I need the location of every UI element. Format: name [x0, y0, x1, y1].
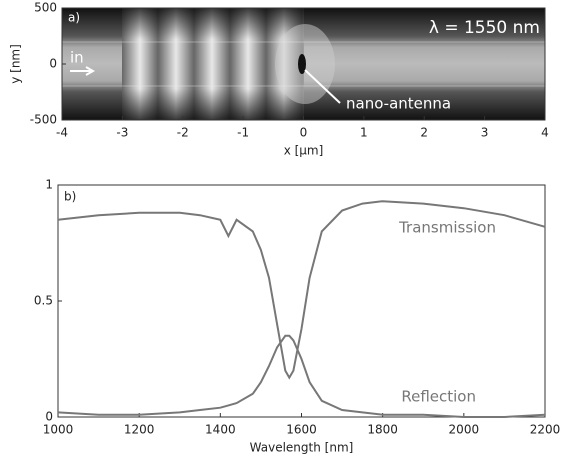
x-tick-label: 1600 — [286, 423, 317, 437]
annotation: in — [70, 49, 84, 67]
data-line — [57, 334, 546, 418]
x-tick-label: 1000 — [43, 423, 74, 437]
y-tick-label: 1 — [45, 178, 53, 192]
x-tick-label: 3 — [481, 126, 489, 140]
x-tick-label: 2200 — [530, 423, 561, 437]
x-tick-label: 1200 — [124, 423, 155, 437]
y-tick-label: 0 — [45, 410, 53, 424]
y-axis-label: y [nm] — [9, 44, 23, 84]
x-tick-label: 4 — [541, 126, 549, 140]
x-tick-label: -1 — [237, 126, 249, 140]
x-tick-label: 1400 — [205, 423, 236, 437]
x-axis-label: Wavelength [nm] — [250, 441, 354, 455]
legend-label: Transmission — [398, 219, 496, 237]
x-tick-label: -2 — [177, 126, 189, 140]
x-tick-label: 1800 — [367, 423, 398, 437]
x-tick-label: -3 — [116, 126, 128, 140]
legend-label: Reflection — [401, 388, 476, 406]
x-tick-label: -4 — [56, 126, 68, 140]
annotation: nano-antenna — [346, 95, 451, 113]
x-tick-label: 2000 — [449, 423, 480, 437]
data-line — [57, 200, 546, 380]
x-axis-label: x [µm] — [284, 144, 324, 158]
y-tick-label: 0 — [49, 57, 57, 71]
x-tick-label: 0 — [300, 126, 308, 140]
y-tick-label: -500 — [30, 113, 57, 127]
x-tick-label: 2 — [420, 126, 428, 140]
panel-label: a) — [68, 11, 80, 25]
field-map — [61, 7, 546, 121]
y-tick-label: 0.5 — [34, 294, 53, 308]
x-tick-label: 1 — [360, 126, 368, 140]
panel-label: b) — [64, 190, 76, 204]
y-tick-label: 500 — [34, 1, 57, 15]
annotation: λ = 1550 nm — [429, 18, 540, 38]
